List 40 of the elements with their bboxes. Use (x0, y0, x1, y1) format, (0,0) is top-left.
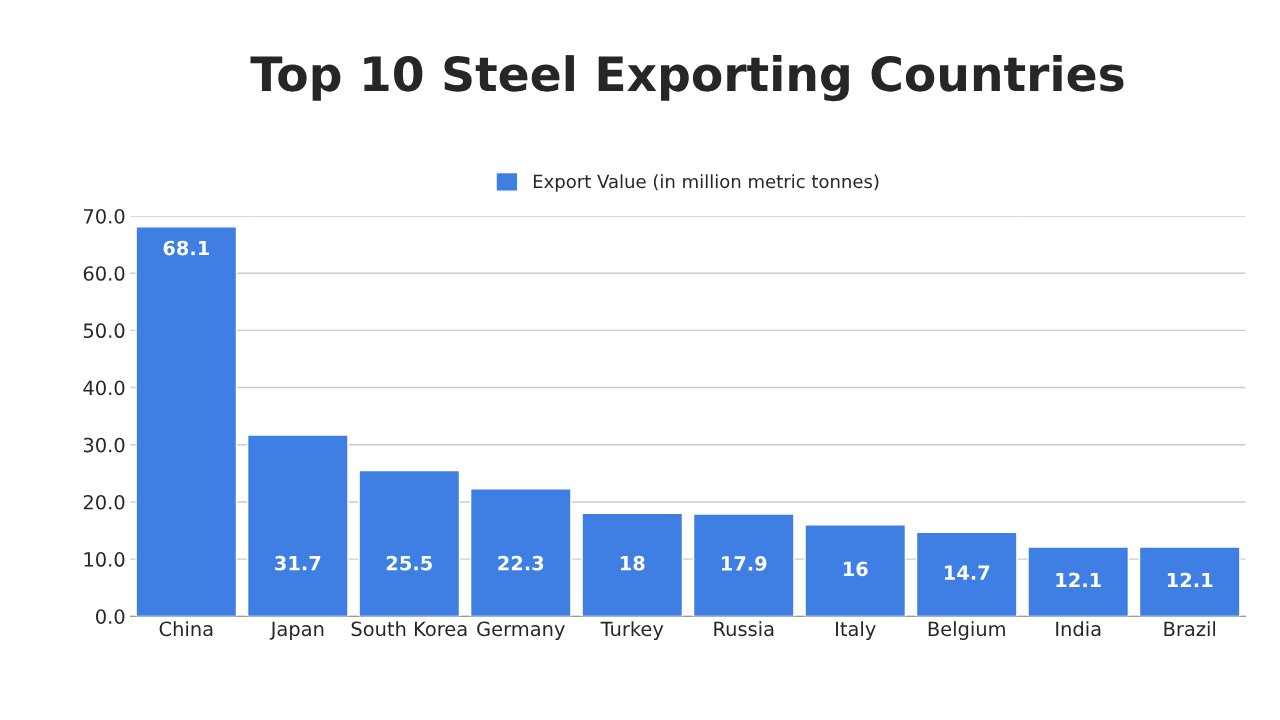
bar (469, 488, 572, 617)
bar (246, 434, 349, 617)
x-tick-label: Germany (477, 621, 565, 640)
bar (135, 226, 238, 617)
data-label: 68.1 (163, 240, 209, 256)
y-tick-label: 60.0 (83, 266, 125, 281)
data-label: 31.7 (275, 555, 321, 571)
x-tick-label: India (1056, 621, 1101, 637)
data-label: 14.7 (944, 565, 990, 580)
data-label: 12.1 (1056, 572, 1101, 588)
bar (804, 524, 907, 617)
x-tick-label: Japan (269, 621, 324, 640)
y-tick-label: 10.0 (84, 552, 125, 567)
x-tick-label: China (159, 621, 213, 637)
data-label: 17.9 (721, 556, 767, 571)
legend-label: Export Value (in million metric tonnes) (533, 174, 879, 192)
y-tick-label: 0.0 (96, 609, 125, 624)
bar (1027, 546, 1130, 617)
data-label: 22.3 (498, 555, 544, 571)
bar (1138, 546, 1241, 617)
data-label: 12.1 (1167, 572, 1213, 588)
x-tick-label: Russia (714, 621, 774, 637)
y-tick-label: 50.0 (83, 323, 125, 339)
x-tick-label: Belgium (928, 621, 1005, 640)
x-tick-label: Brazil (1164, 621, 1215, 637)
y-tick-label: 20.0 (83, 494, 125, 510)
bar (581, 512, 684, 617)
data-label: 25.5 (386, 555, 432, 571)
bar (915, 531, 1018, 617)
x-tick-label: Italy (836, 621, 876, 640)
x-tick-label: South Korea (351, 621, 467, 637)
x-tick-label: Turkey (600, 621, 664, 640)
y-tick-label: 40.0 (83, 380, 125, 396)
bar (358, 469, 461, 617)
data-label: 18 (620, 555, 645, 571)
data-label: 16 (843, 561, 868, 577)
bar (692, 513, 795, 617)
y-tick-label: 30.0 (83, 437, 125, 453)
y-tick-label: 70.0 (84, 208, 125, 224)
chart-title: Top 10 Steel Exporting Countries (250, 55, 1124, 102)
